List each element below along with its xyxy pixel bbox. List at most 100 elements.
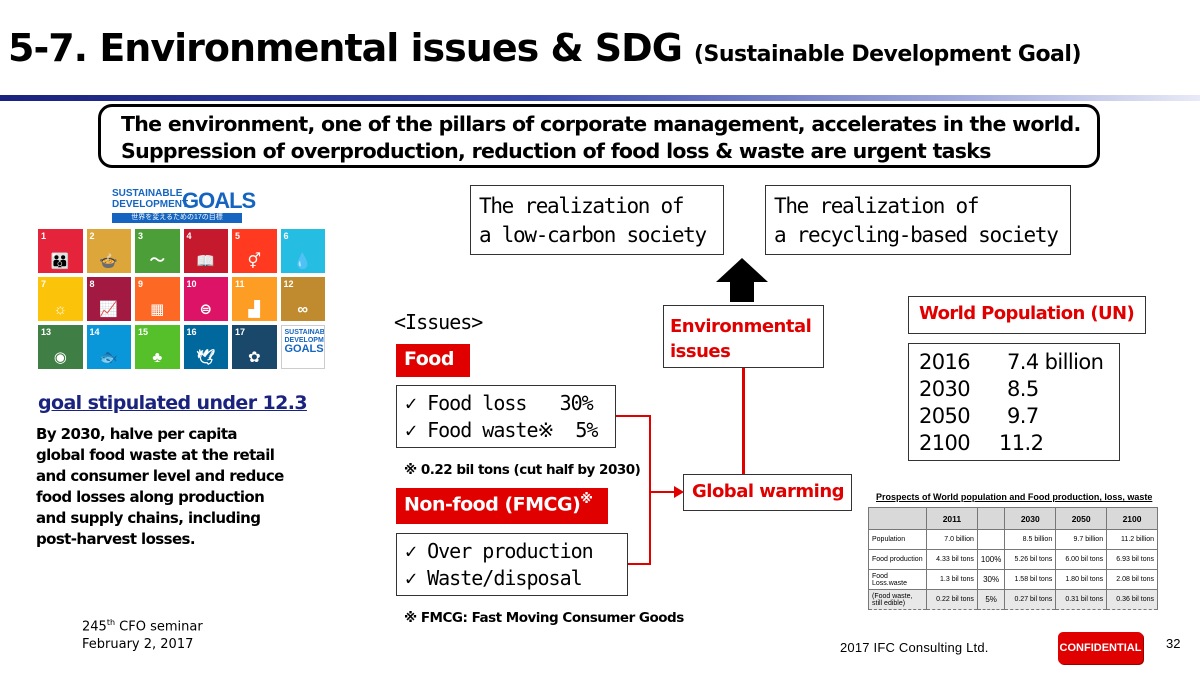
sdg-tile-number: 11 — [235, 279, 245, 289]
up-arrow-icon — [716, 258, 768, 302]
fmcg-note: ※ FMCG: Fast Moving Consumer Goods — [404, 610, 684, 626]
sdg-tile-16: 16 🕊 — [183, 325, 228, 369]
connector-food-h — [616, 415, 650, 417]
sdg-tile-11: 11 ▟ — [232, 277, 277, 321]
water-icon: 💧 — [293, 253, 313, 270]
page-number: 32 — [1166, 636, 1181, 651]
sdg-tile-6: 6 💧 — [280, 229, 325, 273]
prospects-row: (Food waste, still edible) 0.22 bil tons 5… — [868, 589, 1158, 610]
prospects-cell-label: Population — [868, 529, 927, 550]
prospects-header-cell: 2011 — [926, 507, 978, 530]
prospects-cell-c2100: 2.08 bil tons — [1106, 569, 1158, 590]
prospects-row: Food Loss.waste 1.3 bil tons 30% 1.58 bil t… — [868, 569, 1158, 590]
sdg-tile-number: 2 — [89, 231, 95, 241]
population-row: 2050 9.7 — [919, 403, 1119, 430]
prospects-cell-c2050: 9.7 billion — [1055, 529, 1108, 550]
prospects-header-cell: 2030 — [1004, 507, 1057, 530]
prospects-cell-c2030: 8.5 billion — [1004, 529, 1057, 550]
goal-text: By 2030, halve per capita global food wa… — [36, 425, 284, 548]
page-title-sub: (Sustainable Development Goal) — [693, 42, 1082, 67]
sdg-tile-9: 9 ▦ — [135, 277, 180, 321]
recycling-line2: a recycling-based society — [774, 223, 1059, 247]
sdg-tile-1: 1 👪 — [38, 229, 83, 273]
sdg-tile-4: 4 📖 — [183, 229, 228, 273]
population-year: 2050 — [919, 404, 971, 428]
tree-icon: ♣ — [152, 349, 163, 366]
sdg-tile-12: 12 ∞ — [280, 277, 325, 321]
sdg-tile-number: 15 — [138, 327, 149, 337]
sdg-tile-number: 9 — [138, 279, 144, 289]
prospects-cell-label: Food Loss.waste — [868, 569, 927, 590]
copyright: 2017 IFC Consulting Ltd. — [840, 640, 989, 655]
sdg-logo-line2: DEVELOPMENT — [112, 199, 189, 210]
prospects-header-row: 2011 2030 2050 2100 — [868, 507, 1158, 530]
sdg-logo-line1: SUSTAINABLE — [112, 188, 183, 199]
low-carbon-line1: The realization of — [479, 194, 684, 218]
prospects-cell-c2030: 0.27 bil tons — [1004, 589, 1057, 610]
sdg-tile-number: 12 — [283, 279, 294, 289]
prospects-cell-pct: 30% — [976, 569, 1006, 590]
prospects-cell-c2100: 11.2 billion — [1106, 529, 1158, 550]
equal-icon: ⊜ — [199, 301, 213, 318]
prospects-cell-label: Food production — [868, 549, 927, 570]
sdg-tile-10: 10 ⊜ — [183, 277, 228, 321]
prospects-cell-c2011: 7.0 billion — [926, 529, 978, 550]
prospects-cell-c2050: 1.80 bil tons — [1055, 569, 1108, 590]
connector-nonfood-h — [628, 563, 650, 565]
eye-icon: ◉ — [53, 349, 67, 366]
prospects-cell-c2030: 1.58 bil tons — [1004, 569, 1057, 590]
sdg-tile-13: 13 ◉ — [38, 325, 83, 369]
population-value: 11.2 — [999, 431, 1044, 455]
seminar-info: 245th CFO seminar February 2, 2017 — [82, 614, 203, 654]
recycling-box: The realization of a recycling-based soc… — [765, 185, 1071, 255]
population-row: 2016 7.4 billion — [919, 349, 1119, 376]
issues-header: <Issues> — [394, 310, 483, 334]
prospects-cell-c2100: 6.93 bil tons — [1106, 549, 1158, 570]
prospects-cell-c2030: 5.26 bil tons — [1004, 549, 1057, 570]
prospects-cell-pct: 5% — [976, 589, 1006, 610]
prospects-cell-pct: 100% — [976, 549, 1006, 570]
food-waste-item: ✓ Food waste※ 5% — [405, 418, 598, 442]
flower-icon: ✿ — [247, 349, 261, 366]
sdg-tile-2: 2 🍲 — [86, 229, 131, 273]
sdg-goal-grid: 1 👪 2 🍲 3 〜 4 📖 5 ⚥ 6 💧 7 ☼ 8 📈 9 ▦ 10 ⊜ 11 ▟ 12 ∞ 13 ◉ 14 🐟 15 ♣ 16 🕊 1… — [38, 229, 325, 369]
prospects-row: Population 7.0 billion 8.5 billion 9.7 bill… — [868, 529, 1158, 550]
prospects-cell-c2050: 0.31 bil tons — [1055, 589, 1108, 610]
prospects-cell-pct — [976, 529, 1006, 550]
sdg-tile-number: 5 — [235, 231, 241, 241]
nonfood-label: Non-food (FMCG)※ — [396, 488, 608, 524]
nonfood-label-text: Non-food (FMCG) — [404, 493, 581, 516]
sdg-tile-number: 16 — [186, 327, 197, 337]
connector-food-v — [649, 415, 651, 565]
prospects-cell-c2100: 0.36 bil tons — [1106, 589, 1158, 610]
population-row: 2030 8.5 — [919, 376, 1119, 403]
over-production-item: ✓ Over production — [405, 539, 594, 563]
population-year: 2100 — [919, 431, 971, 455]
population-value: 8.5 — [1007, 377, 1039, 401]
sdg-tile-3: 3 〜 — [135, 229, 180, 273]
heartbeat-icon: 〜 — [149, 252, 165, 269]
population-year: 2030 — [919, 377, 971, 401]
prospects-cell-c2011: 4.33 bil tons — [926, 549, 978, 570]
prospects-row: Food production 4.33 bil tons 100% 5.26 bil… — [868, 549, 1158, 570]
env-line1: Environmental — [670, 316, 812, 337]
sdg-logo-tile-line1: SUSTAINABLE — [284, 329, 325, 336]
prospects-header-cell: 2050 — [1055, 507, 1108, 530]
sdg-tile-number: 14 — [89, 327, 100, 337]
seminar-suffix: th — [106, 618, 116, 627]
goal-heading: goal stipulated under 12.3 — [38, 392, 308, 414]
banner-line-2: Suppression of overproduction, reduction… — [121, 139, 991, 163]
waste-disposal-item: ✓ Waste/disposal — [405, 566, 583, 590]
nonfood-issues-box: ✓ Over production ✓ Waste/disposal — [396, 533, 628, 596]
sdg-tile-number: 4 — [186, 231, 192, 241]
page-title-main: 5-7. Environmental issues & SDG — [8, 26, 683, 70]
sdg-tile-number: 8 — [89, 279, 95, 289]
population-value: 9.7 — [1007, 404, 1039, 428]
book-icon: 📖 — [196, 253, 216, 270]
arrowhead-icon — [674, 486, 684, 498]
banner-line-1: The environment, one of the pillars of c… — [121, 112, 1081, 136]
sdg-tile-number: 7 — [41, 279, 47, 289]
seminar-date: February 2, 2017 — [82, 637, 194, 653]
people-icon: 👪 — [50, 253, 70, 270]
sdg-logo-tile-line3: GOALS — [284, 343, 324, 355]
